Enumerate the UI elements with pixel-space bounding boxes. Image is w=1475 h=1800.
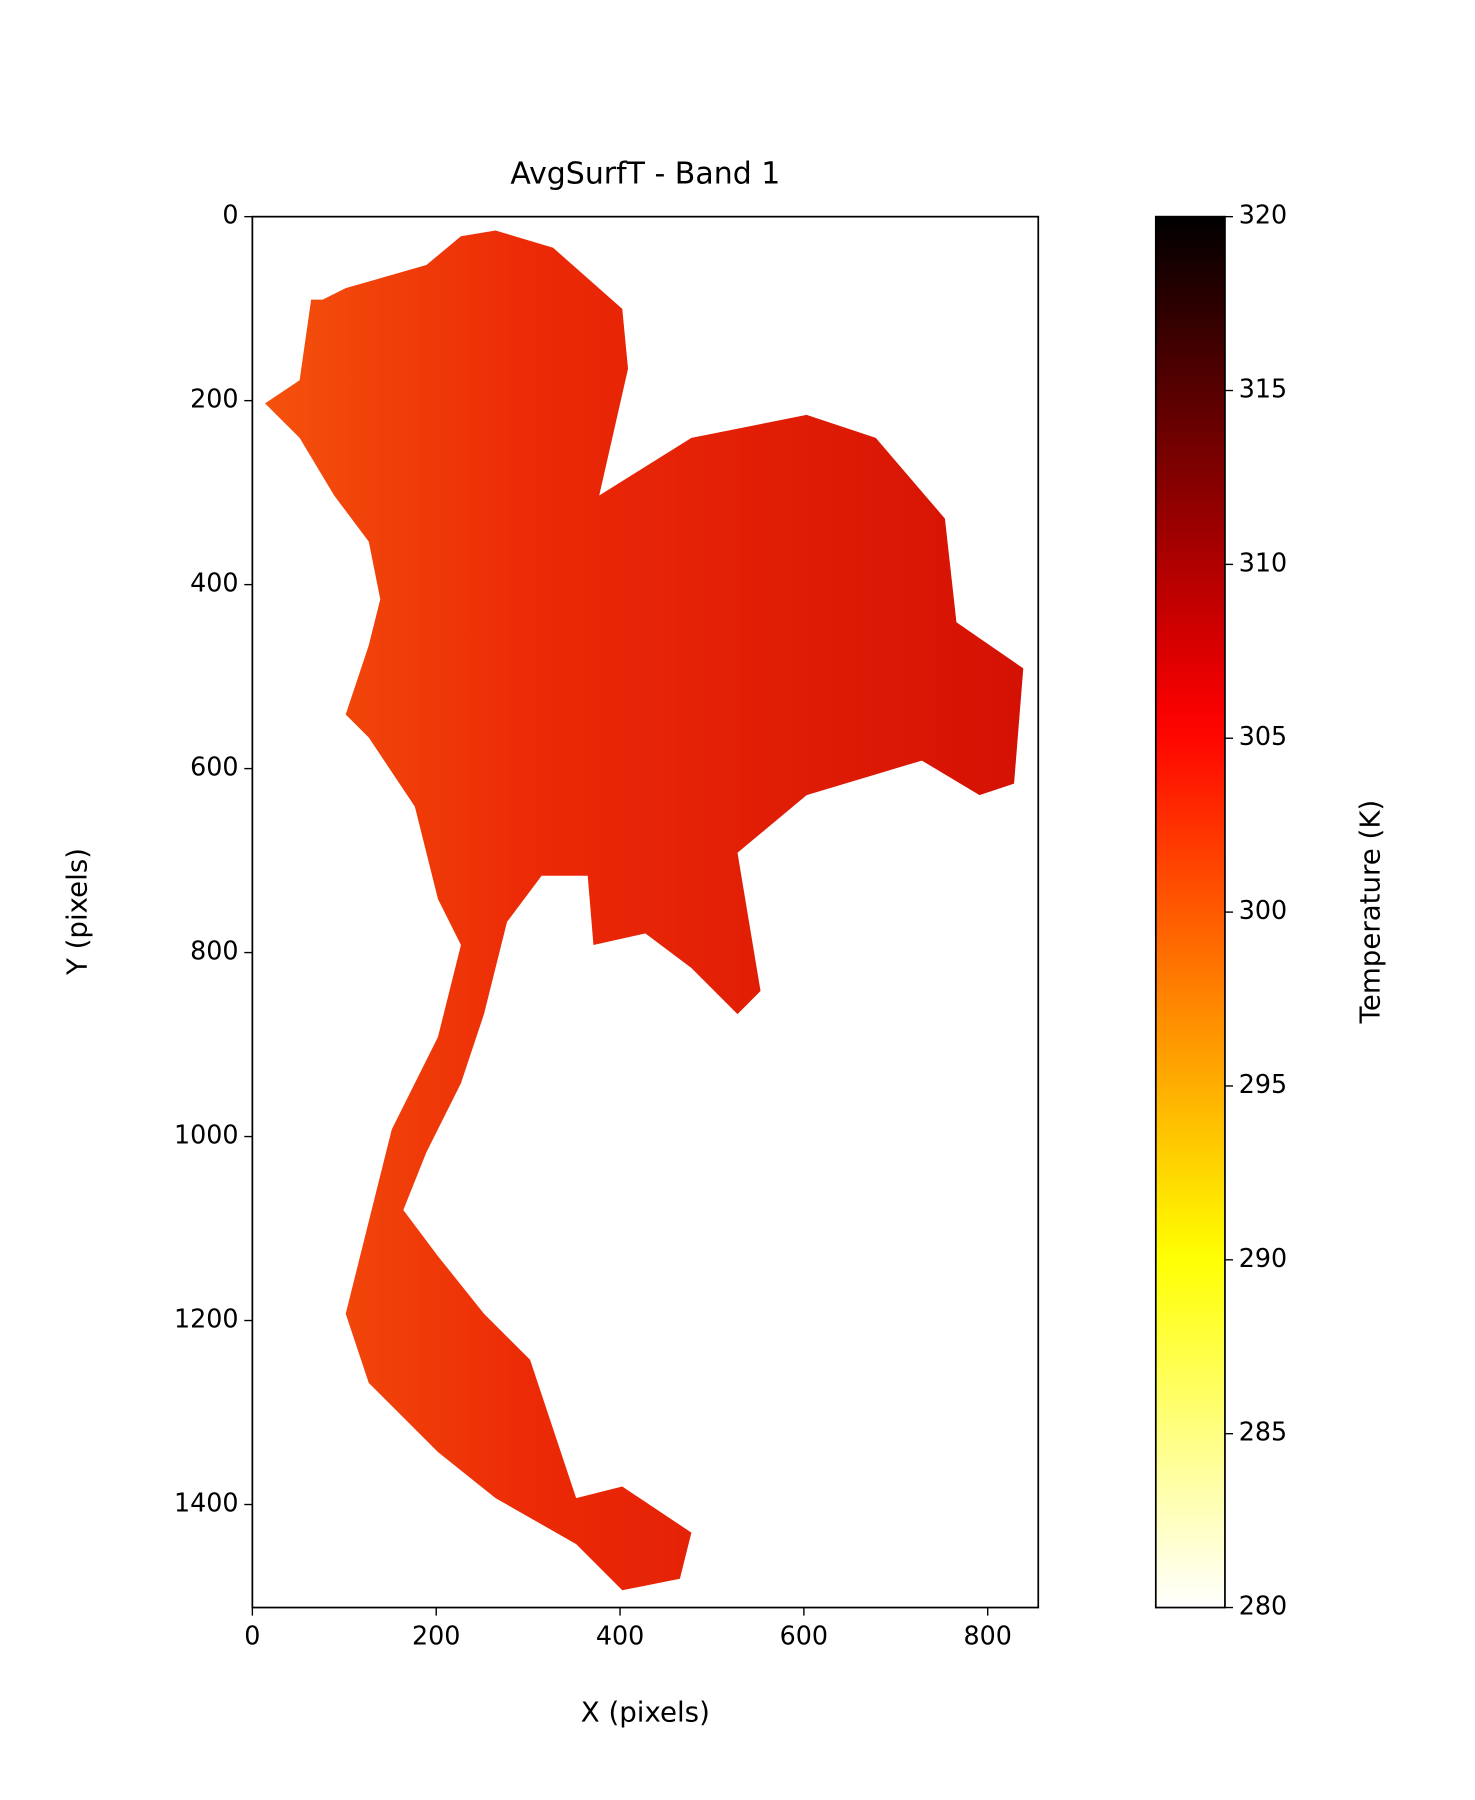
x-tick-label: 0 xyxy=(244,1621,260,1651)
colorbar-tick-label: 315 xyxy=(1239,374,1287,404)
colorbar-tick-label: 285 xyxy=(1239,1417,1287,1447)
colorbar-label: Temperature (K) xyxy=(1353,800,1386,1025)
colorbar-tick-label: 320 xyxy=(1239,200,1287,230)
y-tick-label: 400 xyxy=(190,568,238,598)
y-tick-label: 1200 xyxy=(174,1304,239,1334)
x-tick-label: 600 xyxy=(780,1621,828,1651)
y-tick-label: 0 xyxy=(222,200,238,230)
colorbar-tick-label: 305 xyxy=(1239,721,1287,751)
colorbar-tick-label: 295 xyxy=(1239,1069,1287,1099)
x-axis-label: X (pixels) xyxy=(581,1696,710,1729)
y-axis-label: Y (pixels) xyxy=(60,848,93,976)
colorbar-tick-label: 290 xyxy=(1239,1243,1287,1273)
colorbar xyxy=(1154,215,1226,1609)
y-tick-label: 1400 xyxy=(174,1488,239,1518)
x-tick-label: 800 xyxy=(964,1621,1012,1651)
x-tick-label: 400 xyxy=(596,1621,644,1651)
plot-frame xyxy=(251,215,1040,1609)
y-tick-label: 1000 xyxy=(174,1120,239,1150)
map-image xyxy=(265,230,1024,1591)
colorbar-tick-label: 300 xyxy=(1239,895,1287,925)
colorbar-tick-label: 280 xyxy=(1239,1591,1287,1621)
colorbar-tick-label: 310 xyxy=(1239,547,1287,577)
chart-title: AvgSurfT - Band 1 xyxy=(510,157,780,192)
x-tick-label: 200 xyxy=(412,1621,460,1651)
y-tick-label: 200 xyxy=(190,384,238,414)
y-tick-label: 800 xyxy=(190,936,238,966)
y-tick-label: 600 xyxy=(190,752,238,782)
